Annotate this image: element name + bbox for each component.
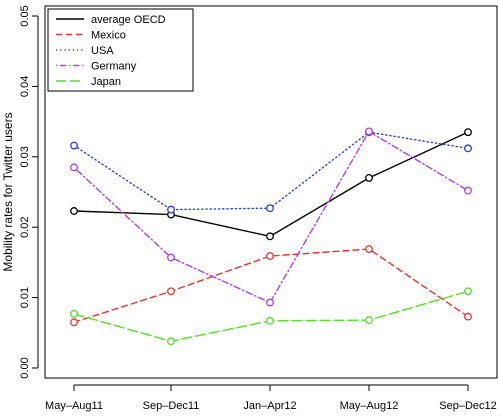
x-axis: May–Aug11 Sep–Dec11 Jan–Apr12 May–Aug12 Sep–… <box>45 384 497 412</box>
data-point <box>167 205 175 214</box>
data-point <box>266 316 274 325</box>
data-point <box>70 207 78 215</box>
legend-label: USA <box>91 45 114 57</box>
x-tick-label: Sep–Dec12 <box>439 400 497 412</box>
series-layer <box>70 127 472 346</box>
legend-label: Germany <box>91 61 137 73</box>
data-point <box>70 309 78 318</box>
legend-item: Japan <box>56 76 121 88</box>
legend-label: average OECD <box>91 14 166 26</box>
y-tick-label: 0.00 <box>19 357 31 378</box>
data-point <box>266 232 274 241</box>
data-point <box>266 252 274 261</box>
series-average-oecd <box>70 128 472 241</box>
data-point <box>167 287 175 296</box>
y-tick-label: 0.03 <box>19 146 31 167</box>
y-tick-label: 0.04 <box>19 76 31 97</box>
legend-label: Mexico <box>91 30 126 42</box>
series-usa <box>70 128 472 214</box>
data-point <box>365 173 373 182</box>
data-point <box>70 318 78 327</box>
series-line <box>73 131 469 211</box>
data-point <box>464 312 472 321</box>
plot-frame <box>44 5 498 379</box>
data-point <box>464 128 472 137</box>
x-tick-label: May–Aug11 <box>45 400 103 412</box>
legend-label: Japan <box>91 76 121 88</box>
data-point <box>167 337 175 346</box>
data-point <box>70 163 78 172</box>
y-tick-label: 0.01 <box>19 287 31 308</box>
x-tick-label: Jan–Apr12 <box>243 400 296 412</box>
legend-item: Mexico <box>56 30 126 42</box>
data-point <box>464 186 472 195</box>
x-tick-label: Sep–Dec11 <box>143 400 200 412</box>
data-point <box>365 127 373 136</box>
data-point <box>365 316 373 325</box>
y-axis-label: Mobility rates for Twitter users <box>1 112 15 271</box>
series-mexico <box>70 245 472 327</box>
legend-item: Germany <box>56 61 137 73</box>
data-point <box>167 253 175 262</box>
legend: average OECD Mexico USA Germany Japan <box>47 8 194 92</box>
legend-item: average OECD <box>56 14 166 26</box>
y-tick-label: 0.02 <box>19 216 31 237</box>
data-point <box>365 245 373 253</box>
y-axis: 0.00 0.01 0.02 0.03 0.04 0.05 <box>19 5 39 379</box>
data-point <box>464 287 472 296</box>
series-germany <box>70 127 472 307</box>
series-japan <box>70 287 472 346</box>
data-point <box>266 298 274 307</box>
data-point <box>464 144 472 153</box>
legend-item: USA <box>56 45 114 57</box>
y-tick-label: 0.05 <box>19 5 31 26</box>
series-line <box>73 131 469 238</box>
data-point <box>266 204 274 213</box>
legend-box <box>47 8 194 92</box>
data-point <box>70 141 78 150</box>
x-tick-label: May–Aug12 <box>340 400 399 412</box>
series-line <box>73 248 469 323</box>
